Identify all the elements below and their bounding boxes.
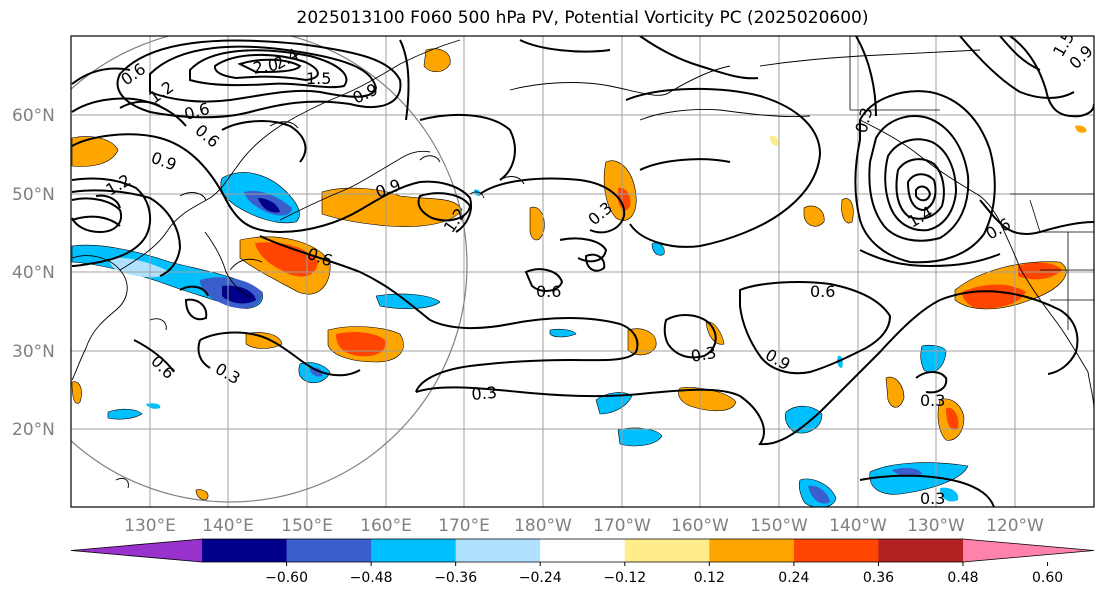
- colorbar-tick-label: 0.48: [947, 570, 978, 586]
- colorbar-swatch: [793, 539, 879, 562]
- colorbar-swatch: [371, 539, 457, 562]
- lat-label-20n: 20°N: [12, 420, 55, 440]
- lon-label: 120°W: [986, 516, 1044, 536]
- colorbar-swatch: [540, 539, 626, 562]
- contour-label: 0.6: [810, 282, 835, 301]
- colorbar-tick-label: 0.36: [863, 570, 894, 586]
- colorbar-extend-high: [963, 539, 1094, 562]
- fine-contours: [179, 121, 525, 201]
- colorbar-swatch: [455, 539, 541, 562]
- contour-label: 1.5: [306, 69, 331, 88]
- lon-label: 130°W: [907, 516, 965, 536]
- colorbar-swatch: [286, 539, 372, 562]
- lon-label: 150°W: [750, 516, 808, 536]
- longitude-labels: 130°E 140°E 150°E 160°E 170°E 180°W 170°…: [124, 516, 1044, 536]
- reference-circle: [71, 36, 468, 503]
- lon-label: 180°W: [514, 516, 572, 536]
- lon-label: 130°E: [124, 516, 176, 536]
- map-border: [70, 35, 1095, 508]
- chart-title: 2025013100 F060 500 hPa PV, Potential Vo…: [296, 8, 869, 28]
- lon-label: 150°E: [281, 516, 333, 536]
- contour-label: 2.0: [251, 55, 279, 78]
- colorbar-swatch: [878, 539, 964, 562]
- colorbar-outline: [70, 538, 1095, 563]
- negative-pv-anomalies: [71, 172, 969, 507]
- political-borders: [849, 36, 1094, 330]
- coastlines: [71, 39, 1094, 489]
- contour-label: 0.3: [920, 391, 945, 410]
- lon-label: 140°W: [829, 516, 887, 536]
- colorbar-extend-low: [71, 539, 202, 562]
- colorbar-tick-label: 0.60: [1032, 570, 1063, 586]
- lon-label: 160°E: [360, 516, 412, 536]
- colorbar-swatch: [709, 539, 795, 562]
- colorbar-tick-label: −0.24: [519, 570, 562, 586]
- lon-label: 170°W: [593, 516, 651, 536]
- positive-pv-anomalies: [71, 48, 1087, 501]
- pv-contours: [71, 36, 1094, 507]
- lat-label-40n: 40°N: [12, 263, 55, 283]
- colorbar: −0.60 −0.48 −0.36 −0.24 −0.12 0.12 0.24 0.36 0.4…: [70, 538, 1095, 586]
- colorbar-swatch: [624, 539, 710, 562]
- colorbar-tick-label: 0.24: [778, 570, 809, 586]
- contour-label: 0.3: [689, 343, 717, 366]
- colorbar-tick-label: −0.12: [603, 570, 646, 586]
- colorbar-tick-label: −0.48: [350, 570, 393, 586]
- colorbar-swatch: [202, 539, 288, 562]
- graticule: [71, 36, 1094, 507]
- colorbar-tick-label: 0.12: [694, 570, 725, 586]
- lat-label-50n: 50°N: [12, 185, 55, 205]
- lon-label: 170°E: [438, 516, 490, 536]
- colorbar-tick-label: −0.60: [265, 570, 308, 586]
- contour-label: 0.3: [920, 489, 945, 508]
- lat-label-60n: 60°N: [12, 106, 55, 126]
- latitude-labels: 60°N 50°N 40°N 30°N 20°N: [12, 106, 55, 440]
- contour-label: 0.3: [471, 383, 498, 404]
- lat-label-30n: 30°N: [12, 342, 55, 362]
- colorbar-tick-label: −0.36: [434, 570, 477, 586]
- lon-label: 160°W: [671, 516, 729, 536]
- lon-label: 140°E: [202, 516, 254, 536]
- contour-label: 0.6: [536, 282, 561, 301]
